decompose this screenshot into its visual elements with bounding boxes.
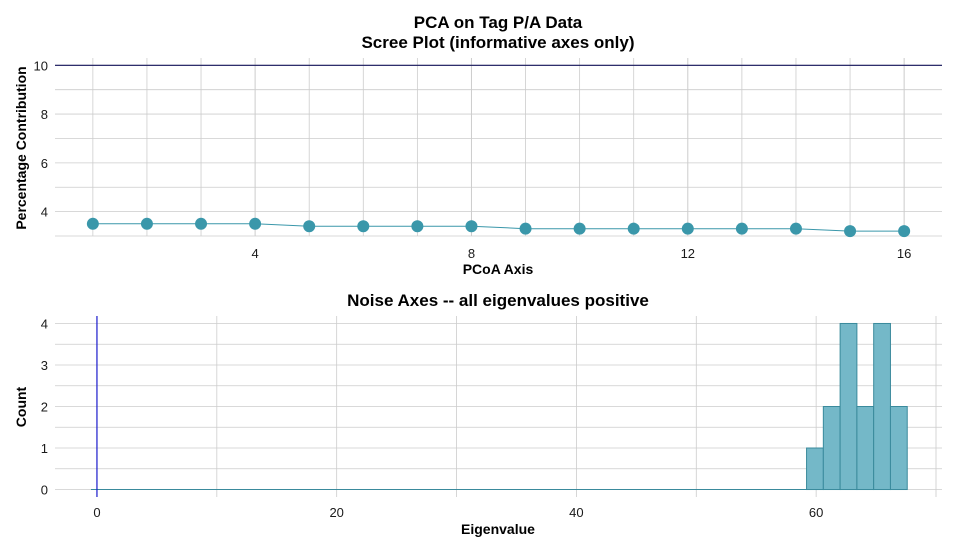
figure-subtitle: Scree Plot (informative axes only) [361, 33, 634, 52]
scree-y-tick-label: 10 [34, 58, 48, 73]
histogram-title: Noise Axes -- all eigenvalues positive [347, 291, 649, 310]
scree-y-tick-labels: 4 6 8 10 [34, 58, 48, 219]
scree-point [789, 222, 802, 235]
histogram-x-tick-label: 40 [569, 505, 583, 520]
scree-point [898, 225, 911, 238]
scree-x-tick-label: 12 [681, 246, 695, 261]
histogram-bar [889, 406, 908, 491]
histogram-x-tick-labels: 0 20 40 60 [93, 505, 823, 520]
eigenvalue-histogram-panel: Noise Axes -- all eigenvalues positive 0… [13, 291, 942, 537]
scree-x-tick-label: 16 [897, 246, 911, 261]
histogram-y-tick-label: 4 [41, 316, 48, 331]
histogram-bar [822, 406, 841, 491]
histogram-bar [806, 447, 824, 491]
scree-y-tick-label: 4 [41, 205, 48, 220]
scree-point [249, 217, 262, 230]
scree-series [86, 217, 911, 238]
histogram-y-tick-label: 1 [41, 441, 48, 456]
histogram-y-axis-title: Count [13, 386, 29, 427]
histogram-x-tick-label: 60 [809, 505, 823, 520]
scree-y-tick-label: 8 [41, 107, 48, 122]
scree-x-tick-labels: 4 8 12 16 [251, 246, 911, 261]
scree-point [735, 222, 748, 235]
histogram-bar [856, 406, 875, 491]
histogram-y-tick-label: 3 [41, 358, 48, 373]
scree-point [844, 225, 857, 238]
histogram-gridlines [55, 316, 942, 497]
figure-title: PCA on Tag P/A Data [414, 13, 583, 32]
scree-point [519, 222, 532, 235]
scree-x-tick-label: 8 [468, 246, 475, 261]
histogram-bars [90, 322, 908, 491]
scree-point [140, 217, 153, 230]
scree-x-axis-title: PCoA Axis [463, 261, 534, 277]
scree-x-tick-label: 4 [251, 246, 258, 261]
histogram-y-tick-label: 2 [41, 400, 48, 415]
histogram-y-tick-labels: 0 1 2 3 4 [41, 316, 48, 497]
histogram-y-tick-label: 0 [41, 483, 48, 498]
histogram-x-tick-label: 20 [329, 505, 343, 520]
histogram-x-tick-label: 0 [93, 505, 100, 520]
histogram-bar [839, 322, 858, 491]
histogram-bar [873, 322, 891, 491]
scree-point [681, 222, 694, 235]
scree-point [465, 220, 478, 233]
scree-point [573, 222, 586, 235]
scree-point [195, 217, 208, 230]
scree-point [357, 220, 370, 233]
scree-point [303, 220, 316, 233]
scree-y-axis-title: Percentage Contribution [13, 66, 29, 229]
scree-point [86, 217, 99, 230]
scree-point [627, 222, 640, 235]
scree-point [411, 220, 424, 233]
scree-plot-panel: 4 6 8 10 4 8 12 16 PCoA Axis Percentage Contri… [13, 58, 942, 277]
scree-y-tick-label: 6 [41, 156, 48, 171]
scree-line [92, 223, 905, 232]
histogram-x-axis-title: Eigenvalue [461, 521, 535, 537]
